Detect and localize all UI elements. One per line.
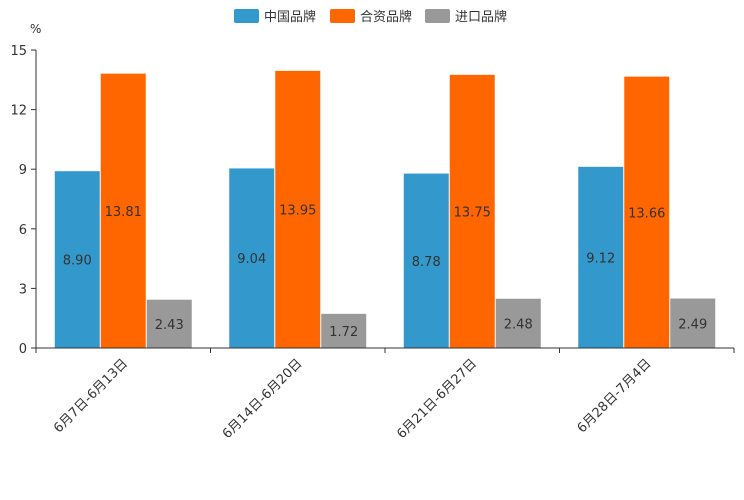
legend: 中国品牌 合资品牌 进口品牌 <box>234 9 507 25</box>
legend-label: 合资品牌 <box>360 9 412 25</box>
y-tick-label: 12 <box>10 104 27 119</box>
bar[interactable] <box>321 313 367 348</box>
x-category-label: 6月21日-6月27日 <box>394 356 480 442</box>
y-tick-label: 0 <box>19 342 27 357</box>
legend-item-1[interactable]: 中国品牌 <box>234 9 316 25</box>
bar[interactable] <box>146 299 192 348</box>
bars <box>54 70 716 349</box>
bar[interactable] <box>495 298 541 348</box>
bar-value-label: 9.04 <box>237 252 266 267</box>
bar-value-label: 13.95 <box>279 203 316 218</box>
x-category-label: 6月28日-7月4日 <box>575 356 655 436</box>
bar[interactable] <box>100 73 146 349</box>
y-tick-label: 6 <box>19 223 27 238</box>
bar[interactable] <box>578 166 624 348</box>
bar[interactable] <box>449 74 495 348</box>
y-tick-label: 15 <box>10 44 27 59</box>
legend-swatch <box>425 9 450 23</box>
bar-value-label: 9.12 <box>586 251 615 266</box>
y-axis: 0 3 6 9 12 15 <box>10 44 37 357</box>
legend-swatch <box>234 9 259 23</box>
bar[interactable] <box>403 173 449 348</box>
value-labels: 8.90 9.04 8.78 9.12 13.81 13.95 13.75 13.66 2.43… <box>63 203 707 339</box>
bar-value-label: 13.75 <box>454 205 491 220</box>
bar-value-label: 2.48 <box>504 317 533 332</box>
legend-swatch <box>330 9 355 23</box>
bar[interactable] <box>670 298 716 348</box>
x-category-label: 6月14日-6月20日 <box>220 356 306 442</box>
bar-value-label: 1.72 <box>329 325 358 340</box>
y-tick-label: 9 <box>19 163 27 178</box>
bar-value-label: 13.66 <box>628 206 665 221</box>
y-tick-label: 3 <box>19 282 27 297</box>
legend-item-3[interactable]: 进口品牌 <box>425 9 507 25</box>
x-category-label: 6月7日-6月13日 <box>51 356 131 436</box>
bar[interactable] <box>229 168 275 348</box>
legend-label: 中国品牌 <box>264 9 316 25</box>
legend-item-2[interactable]: 合资品牌 <box>330 9 412 25</box>
legend-label: 进口品牌 <box>455 9 507 25</box>
bar[interactable] <box>624 76 670 348</box>
bar[interactable] <box>54 171 100 348</box>
bar-value-label: 13.81 <box>105 205 142 220</box>
bar-value-label: 8.90 <box>63 254 92 269</box>
y-unit-label: % <box>30 22 41 36</box>
bar-value-label: 2.43 <box>155 318 184 333</box>
bar-value-label: 2.49 <box>678 317 707 332</box>
x-axis: 6月7日-6月13日 6月14日-6月20日 6月21日-6月27日 6月28日-7月… <box>35 347 735 442</box>
bar[interactable] <box>275 70 321 349</box>
bar-value-label: 8.78 <box>412 255 441 270</box>
